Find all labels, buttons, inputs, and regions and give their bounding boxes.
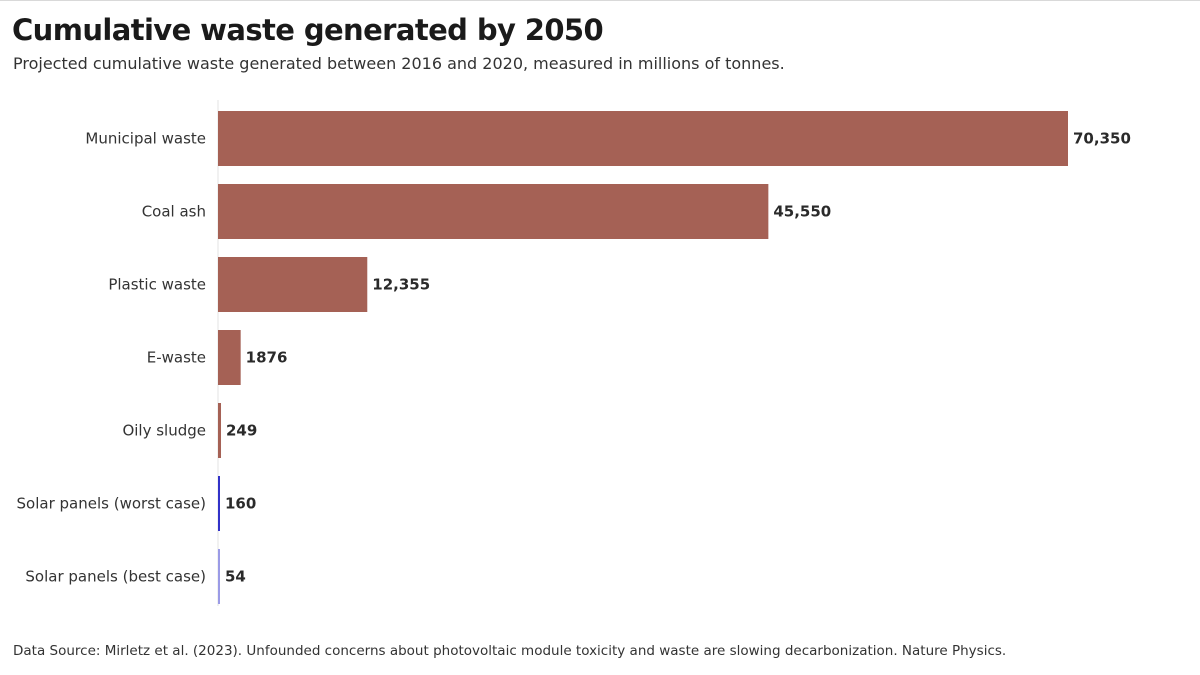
value-label-plastic-waste: 12,355 [372, 276, 430, 294]
category-label-e-waste: E-waste [147, 349, 206, 367]
data-source-note: Data Source: Mirletz et al. (2023). Unfo… [13, 643, 1007, 659]
bar-solar-panels-worst-case [218, 476, 220, 531]
value-label-oily-sludge: 249 [226, 422, 257, 440]
category-label-plastic-waste: Plastic waste [108, 276, 206, 294]
bar-coal-ash [218, 184, 769, 239]
chart-subtitle: Projected cumulative waste generated bet… [13, 54, 785, 73]
bar-oily-sludge [218, 403, 222, 458]
category-label-oily-sludge: Oily sludge [122, 422, 206, 440]
top-divider [0, 0, 1200, 1]
value-label-e-waste: 1876 [246, 349, 288, 367]
chart-title: Cumulative waste generated by 2050 [12, 13, 604, 47]
bars-group [218, 111, 1068, 604]
bar-municipal-waste [218, 111, 1068, 166]
category-label-coal-ash: Coal ash [142, 203, 206, 221]
value-label-coal-ash: 45,550 [773, 203, 831, 221]
category-label-municipal-waste: Municipal waste [85, 130, 206, 148]
bar-plastic-waste [218, 257, 368, 312]
labels-group: Municipal waste 70,350 Coal ash 45,550 Plast… [17, 130, 1131, 586]
category-label-solar-panels-best-case: Solar panels (best case) [25, 568, 206, 586]
bar-chart: Municipal waste 70,350 Coal ash 45,550 Plast… [17, 100, 1131, 606]
value-label-solar-panels-best-case: 54 [225, 568, 246, 586]
value-label-municipal-waste: 70,350 [1073, 130, 1131, 148]
category-label-solar-panels-worst-case: Solar panels (worst case) [17, 495, 206, 513]
bar-solar-panels-best-case [218, 549, 220, 604]
bar-e-waste [218, 330, 241, 385]
value-label-solar-panels-worst-case: 160 [225, 495, 256, 513]
